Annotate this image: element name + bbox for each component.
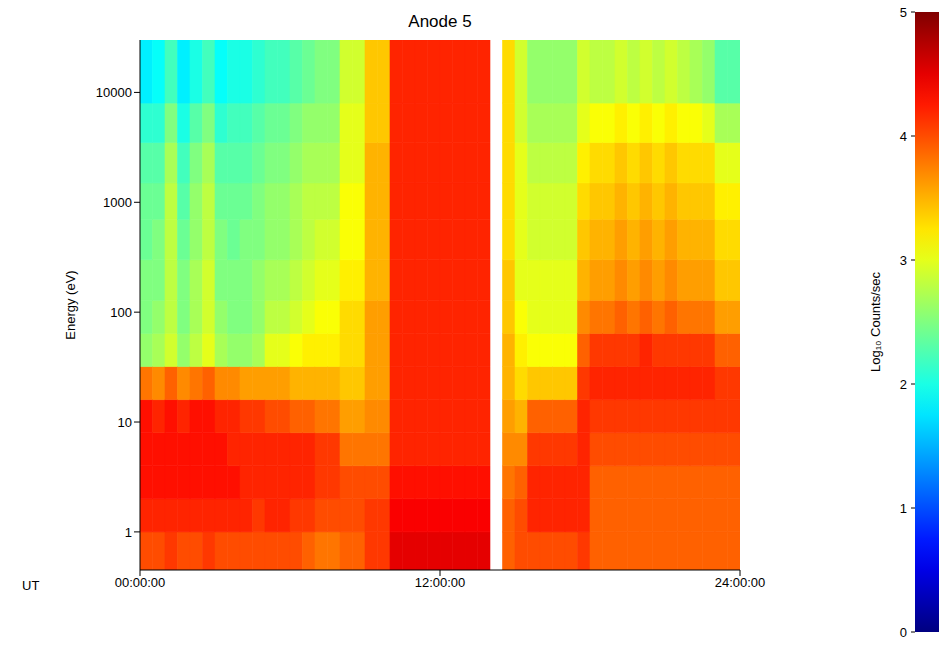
svg-text:Log₁₀ Counts/sec: Log₁₀ Counts/sec [868,271,883,372]
svg-text:0: 0 [900,625,907,640]
svg-text:Energy (eV): Energy (eV) [63,270,78,339]
svg-text:2: 2 [900,377,907,392]
html-text:Anode 5: Anode 5 [408,12,472,31]
svg-text:5: 5 [900,5,907,20]
svg-text:10000: 10000 [96,85,132,100]
svg-text:4: 4 [900,129,907,144]
svg-text:100: 100 [110,305,132,320]
svg-text:12:00:00: 12:00:00 [415,575,466,590]
html-text:UT: UT [22,578,40,593]
svg-text:1000: 1000 [103,195,132,210]
svg-text:3: 3 [900,253,907,268]
svg-text:1: 1 [125,525,132,540]
svg-text:00:00:00: 00:00:00 [115,575,166,590]
svg-text:10: 10 [118,415,132,430]
svg-text:24:00:00: 24:00:00 [715,575,766,590]
svg-text:1: 1 [900,501,907,516]
